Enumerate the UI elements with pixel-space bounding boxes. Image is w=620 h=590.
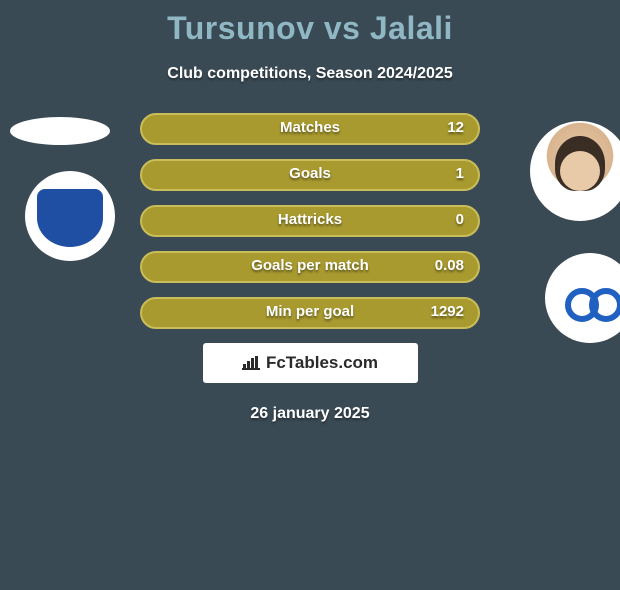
date-label: 26 january 2025 <box>0 405 620 423</box>
stat-value: 12 <box>447 119 464 136</box>
brand-name: FcTables.com <box>266 353 378 373</box>
stat-value: 0.08 <box>435 257 464 274</box>
stat-value: 0 <box>456 211 464 228</box>
stat-value: 1 <box>456 165 464 182</box>
stat-row-min-per-goal: Min per goal 1292 <box>140 297 480 329</box>
brand-badge: FcTables.com <box>203 343 418 383</box>
stat-value: 1292 <box>431 303 464 320</box>
page-title: Tursunov vs Jalali <box>0 10 620 47</box>
player-right-avatar <box>530 121 620 221</box>
stat-row-hattricks: Hattricks 0 <box>140 205 480 237</box>
stat-row-goals-per-match: Goals per match 0.08 <box>140 251 480 283</box>
club-left-badge <box>25 171 115 261</box>
stats-area: Matches 12 Goals 1 Hattricks 0 Goals per… <box>0 113 620 423</box>
player-left-avatar <box>10 117 110 145</box>
stat-row-matches: Matches 12 <box>140 113 480 145</box>
stat-label: Goals <box>142 165 478 182</box>
stat-label: Goals per match <box>142 257 478 274</box>
club-right-badge <box>545 253 620 343</box>
stat-label: Min per goal <box>142 303 478 320</box>
subtitle: Club competitions, Season 2024/2025 <box>0 65 620 83</box>
stat-label: Matches <box>142 119 478 136</box>
stat-bars: Matches 12 Goals 1 Hattricks 0 Goals per… <box>140 113 480 329</box>
bar-chart-icon <box>242 356 260 370</box>
stat-label: Hattricks <box>142 211 478 228</box>
stat-row-goals: Goals 1 <box>140 159 480 191</box>
